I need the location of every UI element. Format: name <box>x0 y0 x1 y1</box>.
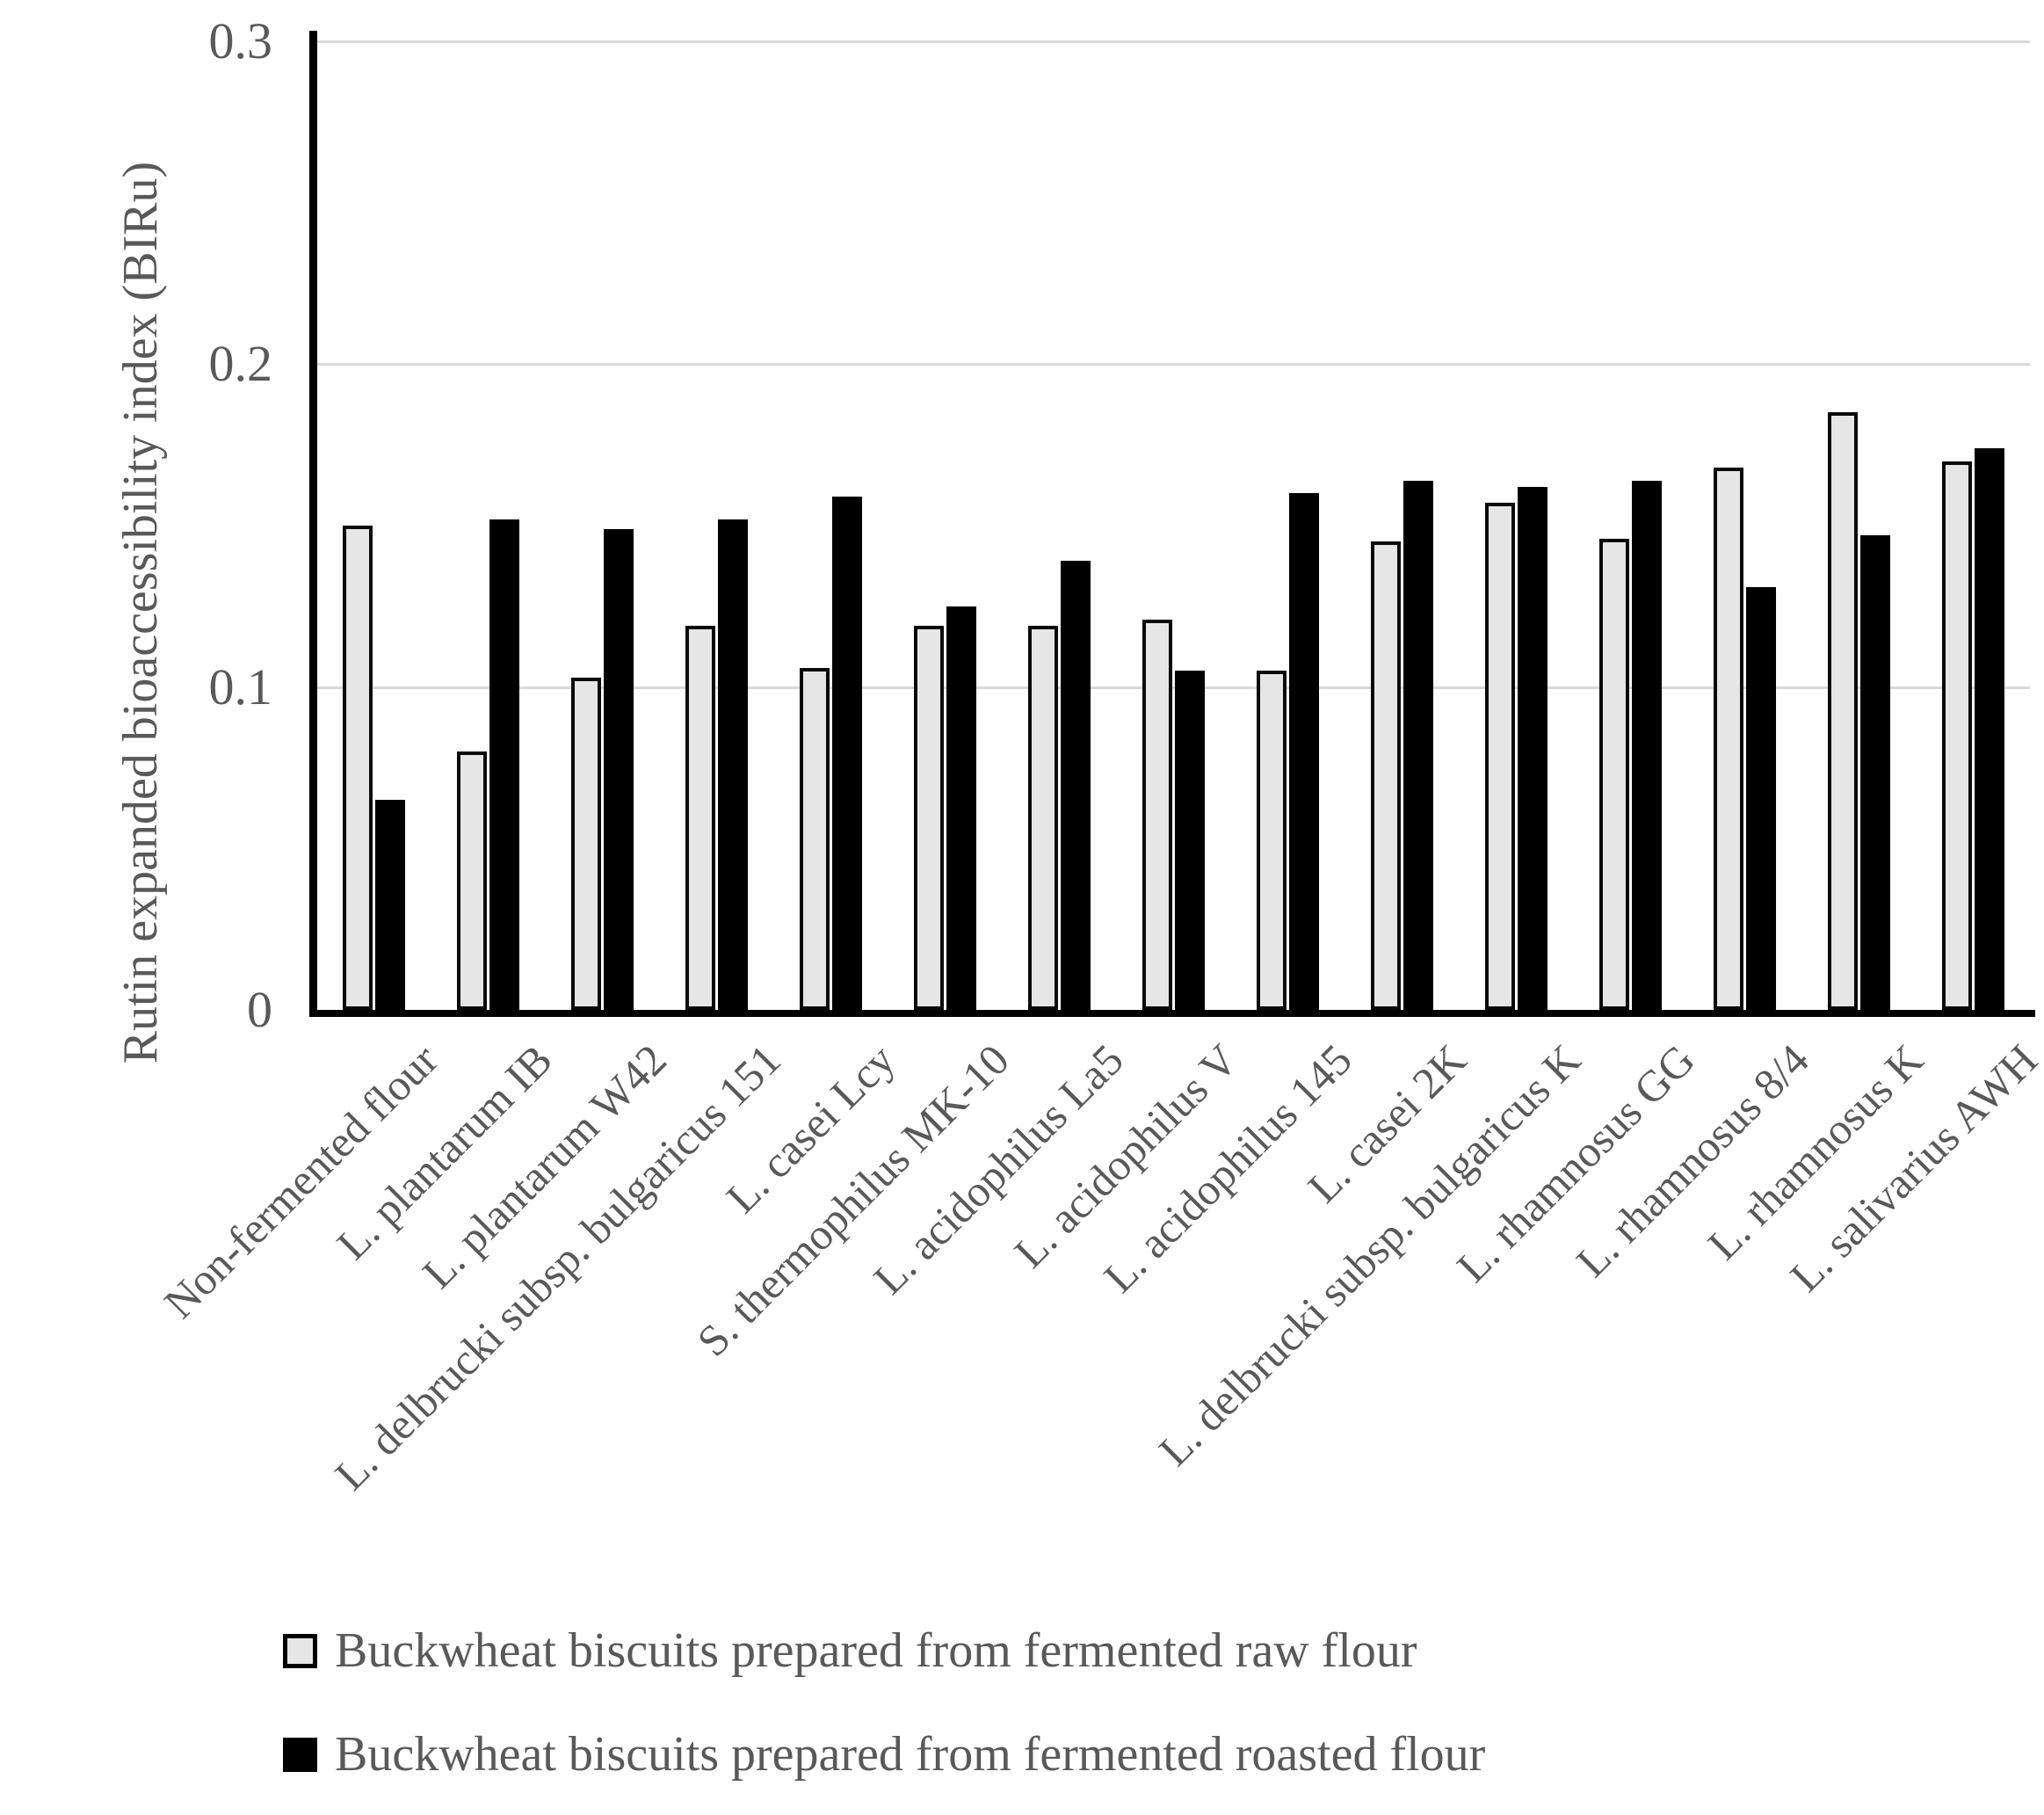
bar-roasted <box>604 529 634 1010</box>
bar-roasted <box>946 606 976 1010</box>
bar-group <box>1573 41 1687 1010</box>
bar-group <box>888 41 1002 1010</box>
bar-group <box>1002 41 1116 1010</box>
bar-roasted <box>1175 671 1205 1010</box>
legend-item-raw: Buckwheat biscuits prepared from ferment… <box>283 1626 1417 1675</box>
bar-roasted <box>1518 487 1547 1010</box>
bar-raw <box>800 668 830 1010</box>
bar-group <box>1345 41 1459 1010</box>
bar-roasted <box>375 800 405 1010</box>
bar-raw <box>1257 671 1287 1010</box>
legend-item-roasted: Buckwheat biscuits prepared from ferment… <box>283 1730 1485 1779</box>
bar-group <box>545 41 659 1010</box>
bar-raw <box>1828 412 1858 1010</box>
bar-roasted <box>489 519 519 1010</box>
bar-raw <box>1714 468 1743 1010</box>
bar-roasted <box>1860 535 1890 1010</box>
y-tick-label: 0 <box>247 981 272 1038</box>
bar-group <box>1687 41 1801 1010</box>
bar-group <box>316 41 431 1010</box>
gridline <box>317 40 2030 43</box>
bar-roasted <box>1746 587 1776 1010</box>
legend-swatch-raw-icon <box>283 1633 317 1668</box>
bar-roasted <box>1403 481 1433 1010</box>
bar-group <box>773 41 888 1010</box>
y-tick-label: 0.2 <box>208 335 273 393</box>
gridline <box>317 686 2030 689</box>
bar-raw <box>343 526 373 1010</box>
bar-raw <box>1599 539 1629 1010</box>
bar-raw <box>1485 503 1515 1010</box>
bar-roasted <box>1632 481 1662 1010</box>
bar-raw <box>1028 626 1058 1010</box>
bar-group <box>1116 41 1230 1010</box>
bar-group <box>1916 41 2030 1010</box>
legend-label-raw: Buckwheat biscuits prepared from ferment… <box>335 1623 1417 1678</box>
bar-roasted <box>1061 561 1091 1010</box>
bar-group <box>659 41 773 1010</box>
bar-group <box>1459 41 1573 1010</box>
bar-raw <box>457 751 487 1010</box>
bar-raw <box>1371 541 1401 1010</box>
bar-raw <box>1142 620 1172 1010</box>
gridline <box>317 363 2030 367</box>
bar-roasted <box>718 519 748 1010</box>
legend-label-roasted: Buckwheat biscuits prepared from ferment… <box>335 1727 1486 1782</box>
bar-group <box>431 41 545 1010</box>
bar-roasted <box>832 497 862 1010</box>
y-tick-label: 0.3 <box>208 12 273 69</box>
y-axis-line <box>309 31 317 1017</box>
bar-group <box>1801 41 1916 1010</box>
bar-raw <box>571 678 601 1010</box>
bar-group <box>1230 41 1345 1010</box>
y-tick-label: 0.1 <box>208 657 273 715</box>
bar-raw <box>914 626 944 1010</box>
bar-roasted <box>1289 493 1319 1010</box>
bar-raw <box>685 626 715 1010</box>
x-axis-line <box>309 1010 2035 1017</box>
legend-swatch-roasted-icon <box>283 1737 317 1772</box>
bar-raw <box>1942 461 1972 1010</box>
bar-roasted <box>1975 448 2004 1010</box>
